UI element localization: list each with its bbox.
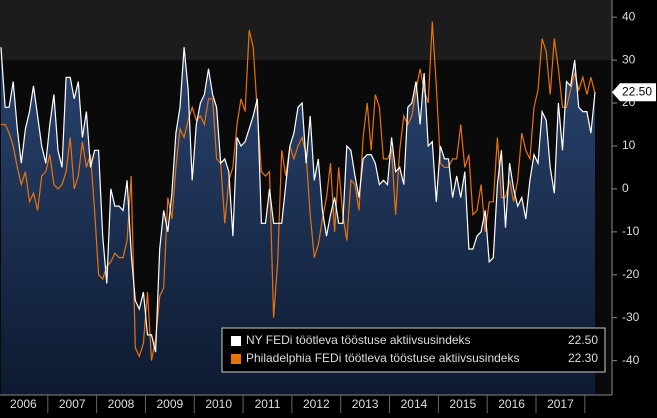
y-tick-label: -10 — [622, 224, 640, 238]
y-tick-label: 30 — [622, 52, 636, 66]
x-tick-label: 2010 — [205, 397, 232, 411]
x-tick-label: 2011 — [255, 397, 281, 411]
x-tick-label: 2017 — [547, 397, 574, 411]
y-tick-label: -30 — [622, 310, 640, 324]
area — [1, 47, 595, 395]
band — [0, 0, 612, 61]
x-tick-label: 2006 — [10, 397, 37, 411]
legend-box — [221, 327, 606, 373]
x-tick-label: 2016 — [498, 397, 525, 411]
x-tick-label: 2012 — [303, 397, 330, 411]
x-tick-label: 2013 — [352, 397, 379, 411]
y-tick-label: 40 — [622, 9, 636, 23]
legend-swatch — [231, 354, 241, 364]
value-tag: 22.50 — [622, 84, 652, 98]
legend-swatch — [231, 336, 241, 346]
y-tick-label: 10 — [622, 138, 636, 152]
x-tick-label: 2015 — [449, 397, 476, 411]
x-tick-label: 2008 — [108, 397, 135, 411]
y-tick-label: -20 — [622, 267, 640, 281]
x-tick-label: 2009 — [156, 397, 183, 411]
series-line — [0, 47, 596, 353]
legend-value: 22.30 — [568, 351, 598, 365]
y-tick-label: 0 — [622, 181, 629, 195]
legend-label: NY FEDi töötleva tööstuse aktiivsusindek… — [246, 333, 471, 347]
legend-label: Philadelphia FEDi töötleva tööstuse akti… — [246, 351, 519, 365]
value-tag-bg — [612, 83, 656, 102]
legend-value: 22.50 — [568, 333, 598, 347]
series-line — [1, 21, 596, 361]
x-tick-label: 2007 — [59, 397, 86, 411]
y-tick-label: -40 — [622, 353, 640, 367]
x-tick-label: 2014 — [401, 397, 428, 411]
